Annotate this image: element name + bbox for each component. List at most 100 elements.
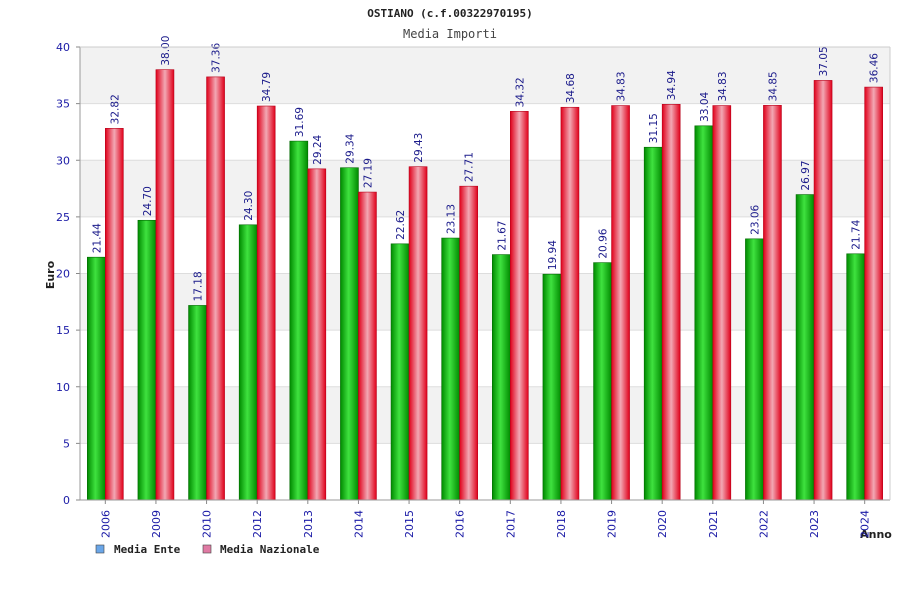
bar-value-label: 23.06: [749, 204, 761, 234]
chart-title: OSTIANO (c.f.00322970195): [367, 7, 533, 20]
bar-value-label: 24.70: [142, 186, 154, 216]
bar-media-nazionale: [560, 106, 580, 501]
bar-value-label: 33.04: [699, 91, 711, 121]
bar-value-label: 31.15: [648, 113, 660, 143]
bar-media-ente: [745, 238, 764, 501]
bar-value-label: 34.83: [717, 71, 729, 101]
bars-group: [87, 69, 883, 501]
y-tick-label: 0: [63, 494, 70, 507]
bar-value-label: 26.97: [800, 161, 812, 191]
bar-value-label: 27.71: [464, 152, 476, 182]
bar-value-label: 19.94: [547, 240, 559, 270]
bar-value-label: 23.13: [446, 204, 458, 234]
bar-media-ente: [492, 254, 511, 501]
bar-value-label: 29.43: [413, 133, 425, 163]
x-tick-label: 2015: [403, 510, 416, 538]
bar-media-nazionale: [408, 166, 428, 501]
bar-media-ente: [542, 273, 562, 501]
legend: Media Ente Media Nazionale: [95, 543, 320, 556]
bar-media-nazionale: [459, 185, 478, 501]
legend-label-media-nazionale: Media Nazionale: [220, 543, 320, 556]
bar-media-ente: [340, 167, 359, 501]
bar-value-label: 34.79: [261, 72, 273, 102]
chart-subtitle: Media Importi: [403, 27, 497, 41]
bar-media-nazionale: [510, 111, 529, 501]
bar-media-nazionale: [155, 69, 175, 501]
bar-media-ente: [390, 243, 410, 501]
x-axis-label: Anno: [860, 528, 892, 541]
bar-media-nazionale: [256, 105, 276, 501]
y-tick-label: 25: [56, 211, 70, 224]
bar-value-label: 20.96: [598, 228, 610, 258]
y-tick-label: 30: [56, 154, 70, 167]
bar-media-ente: [188, 305, 207, 501]
x-tick-label: 2012: [251, 510, 264, 538]
y-tick-label: 5: [63, 437, 70, 450]
x-tick-label: 2009: [150, 510, 163, 538]
bar-media-ente: [137, 219, 157, 501]
bar-media-ente: [593, 262, 612, 501]
bar-value-label: 34.68: [565, 73, 577, 103]
y-tick-label: 40: [56, 41, 70, 54]
legend-swatch-media-ente: [95, 544, 105, 554]
axes: [79, 46, 891, 501]
bar-value-label: 37.36: [211, 43, 223, 73]
y-tick-label: 35: [56, 98, 70, 111]
bar-media-ente: [694, 125, 714, 501]
x-tick-label: 2019: [606, 510, 619, 538]
legend-label-media-ente: Media Ente: [114, 543, 181, 556]
bar-value-label: 21.44: [91, 223, 103, 253]
bar-media-nazionale: [712, 105, 732, 501]
bar-media-nazionale: [763, 105, 782, 501]
x-tick-label: 2020: [656, 510, 669, 538]
bar-value-label: 38.00: [160, 36, 172, 66]
x-tick-label: 2013: [302, 510, 315, 538]
bar-value-label: 32.82: [109, 94, 121, 124]
bar-media-ente: [441, 237, 460, 501]
bar-media-nazionale: [611, 105, 630, 501]
bar-media-ente: [289, 140, 309, 501]
x-tick-label: 2021: [707, 510, 720, 538]
y-axis-label: Euro: [44, 260, 57, 289]
y-tick-label: 15: [56, 324, 70, 337]
bar-value-label: 34.85: [767, 71, 779, 101]
x-tick-label: 2023: [808, 510, 821, 538]
data-labels: 21.44 32.82 24.70 38.00 17.18 37.36 24.30 34.79…: [91, 36, 880, 302]
bar-value-label: 29.34: [344, 133, 356, 163]
bar-media-ente: [238, 224, 258, 501]
bar-media-nazionale: [105, 128, 124, 501]
bar-value-label: 29.24: [312, 134, 324, 164]
bar-value-label: 22.62: [395, 210, 407, 240]
x-tick-label: 2024: [859, 510, 872, 538]
bar-value-label: 36.46: [869, 53, 881, 83]
x-tick-label: 2016: [454, 510, 467, 538]
y-axis-ticks: 0 5 10 15 20 25 30 35 40: [56, 41, 80, 507]
bar-media-ente: [846, 253, 865, 501]
bar-value-label: 34.32: [514, 77, 526, 107]
bar-media-ente: [643, 146, 663, 501]
x-tick-label: 2017: [504, 510, 517, 538]
x-tick-label: 2022: [757, 510, 770, 538]
bar-media-ente: [87, 256, 106, 501]
x-tick-label: 2018: [555, 510, 568, 538]
bar-media-nazionale: [864, 86, 883, 501]
bar-value-label: 31.69: [294, 107, 306, 137]
x-tick-label: 2010: [201, 510, 214, 538]
legend-swatch-media-nazionale: [202, 544, 212, 554]
y-tick-label: 10: [56, 381, 70, 394]
x-tick-label: 2014: [352, 510, 365, 538]
bar-value-label: 27.19: [362, 158, 374, 188]
x-axis-ticks: 2006 2009 2010 2012 2013 2014 2015 2016 2017 2018…: [99, 500, 872, 538]
x-tick-label: 2006: [99, 510, 112, 538]
bar-media-nazionale: [661, 104, 681, 501]
bar-value-label: 34.83: [616, 71, 628, 101]
bar-media-nazionale: [206, 76, 225, 501]
bar-value-label: 24.30: [243, 191, 255, 221]
bar-media-nazionale: [307, 168, 327, 501]
bar-value-label: 21.67: [496, 221, 508, 251]
bar-value-label: 21.74: [851, 219, 863, 249]
bar-media-ente: [795, 194, 815, 501]
bar-value-label: 34.94: [666, 70, 678, 100]
